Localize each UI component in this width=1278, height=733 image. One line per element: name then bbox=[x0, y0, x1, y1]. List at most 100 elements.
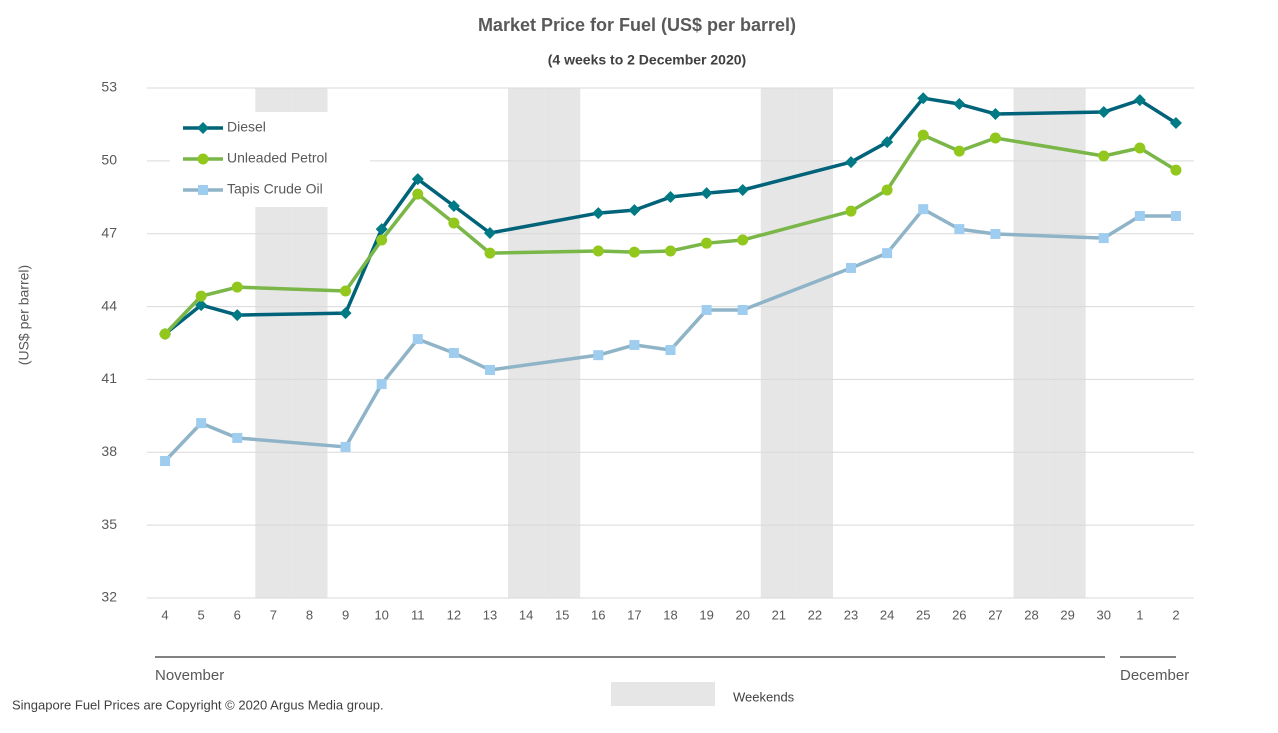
line-segment bbox=[993, 232, 1106, 240]
line-segment bbox=[885, 96, 925, 144]
line-segment bbox=[957, 102, 998, 116]
point bbox=[195, 290, 207, 302]
line-segment bbox=[740, 209, 853, 242]
point bbox=[447, 200, 460, 213]
line-segment bbox=[488, 353, 601, 372]
point bbox=[1098, 150, 1110, 162]
point bbox=[917, 92, 930, 105]
y-tick-label: 32 bbox=[101, 589, 117, 605]
point bbox=[665, 345, 676, 356]
point bbox=[736, 184, 749, 196]
point bbox=[665, 245, 676, 257]
point bbox=[881, 136, 894, 149]
x-tick-label: 14 bbox=[519, 607, 533, 622]
x-tick-label: 6 bbox=[234, 607, 241, 622]
y-axis-label: (US$ per barrel) bbox=[16, 265, 32, 365]
point bbox=[198, 185, 208, 195]
point bbox=[953, 145, 965, 157]
x-tick-label: 8 bbox=[306, 607, 313, 622]
weekend-band bbox=[508, 88, 545, 598]
point bbox=[1097, 106, 1110, 119]
legend-label: Unleaded Petrol bbox=[227, 150, 327, 166]
line-segment bbox=[668, 191, 709, 199]
x-tick-label: 11 bbox=[411, 607, 425, 622]
line-segment bbox=[416, 192, 456, 225]
point bbox=[1169, 116, 1182, 129]
y-tick-label: 35 bbox=[101, 516, 117, 532]
legend-label: Diesel bbox=[227, 119, 266, 135]
x-tick-label: 1 bbox=[1136, 607, 1143, 622]
line-segment bbox=[704, 188, 745, 195]
month-label: December bbox=[1120, 667, 1189, 684]
chart-subtitle: (4 weeks to 2 December 2020) bbox=[548, 52, 746, 68]
x-tick-label: 23 bbox=[844, 607, 858, 622]
line-segment bbox=[235, 311, 348, 317]
footer: Singapore Fuel Prices are Copyright © 20… bbox=[12, 697, 384, 712]
x-tick-label: 16 bbox=[591, 607, 605, 622]
point bbox=[159, 328, 171, 340]
line-segment bbox=[668, 241, 709, 253]
line-segment bbox=[596, 343, 637, 357]
line-segment bbox=[849, 188, 889, 213]
line-segment bbox=[1101, 146, 1142, 158]
y-tick-label: 38 bbox=[101, 443, 117, 459]
point bbox=[340, 441, 351, 452]
line-segment bbox=[416, 177, 456, 208]
point bbox=[845, 205, 857, 217]
point bbox=[484, 247, 496, 259]
x-tick-label: 24 bbox=[880, 607, 894, 622]
x-tick-label: 13 bbox=[483, 607, 497, 622]
point bbox=[701, 237, 713, 249]
point bbox=[953, 98, 966, 111]
month-label: November bbox=[155, 667, 224, 684]
point bbox=[232, 432, 243, 443]
point bbox=[448, 217, 460, 229]
weekend-band bbox=[796, 88, 833, 598]
point bbox=[701, 304, 712, 315]
line-segment bbox=[416, 337, 456, 355]
line-segment bbox=[1138, 146, 1178, 172]
line-segment bbox=[885, 207, 925, 255]
line-segment bbox=[957, 136, 998, 153]
point bbox=[845, 156, 858, 169]
point bbox=[989, 107, 1002, 120]
point bbox=[484, 364, 495, 375]
line-segment bbox=[379, 177, 420, 231]
point bbox=[917, 129, 929, 141]
line-segment bbox=[1138, 98, 1178, 125]
point bbox=[882, 248, 893, 259]
line-segment bbox=[740, 160, 853, 192]
x-tick-label: 25 bbox=[916, 607, 930, 622]
point bbox=[1133, 94, 1146, 107]
shading-legend-label: Weekends bbox=[733, 689, 795, 704]
point bbox=[196, 418, 207, 429]
point bbox=[376, 234, 388, 246]
line-segment bbox=[921, 133, 962, 153]
shading-layer bbox=[255, 88, 1086, 598]
legend-label: Tapis Crude Oil bbox=[227, 181, 323, 197]
line-segment bbox=[1101, 98, 1142, 114]
plot-layer: Diesel Unleaded Petrol Tapis Crude Oil bbox=[159, 92, 1182, 467]
point bbox=[412, 188, 424, 200]
x-tick-label: 5 bbox=[198, 607, 205, 622]
line-segment bbox=[379, 337, 420, 386]
line-segment bbox=[632, 343, 673, 352]
point bbox=[1134, 142, 1146, 154]
x-tick-label: 2 bbox=[1172, 607, 1179, 622]
line-segment bbox=[235, 285, 348, 293]
point bbox=[1098, 233, 1109, 244]
line-segment bbox=[488, 211, 601, 235]
weekend-band bbox=[1013, 88, 1050, 598]
point bbox=[846, 262, 857, 273]
point bbox=[989, 132, 1001, 144]
line-segment bbox=[488, 249, 601, 255]
x-tick-label: 17 bbox=[627, 607, 641, 622]
point bbox=[737, 304, 748, 315]
line-segment bbox=[343, 227, 384, 315]
point bbox=[700, 187, 713, 200]
line-segment bbox=[704, 238, 745, 245]
x-tick-label: 26 bbox=[952, 607, 966, 622]
point bbox=[628, 246, 640, 258]
line-segment bbox=[740, 266, 853, 312]
